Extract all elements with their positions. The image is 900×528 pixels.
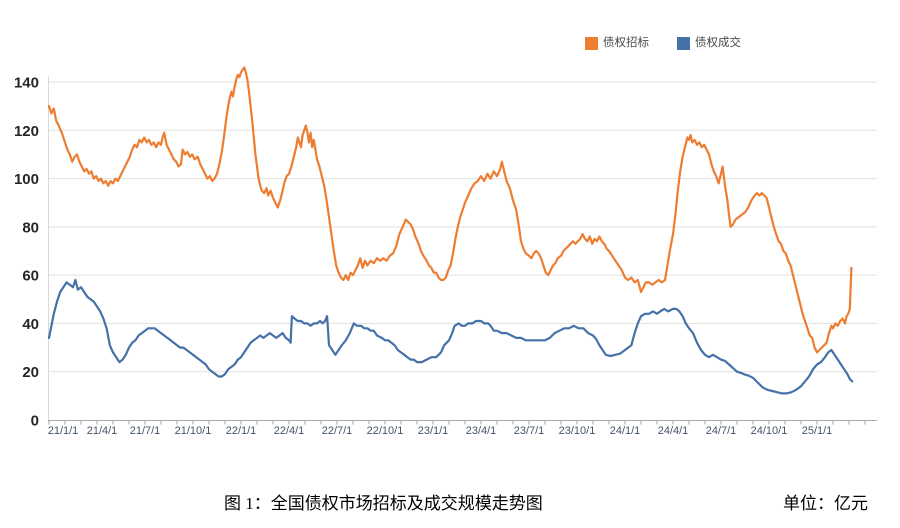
y-tick-label: 140 — [14, 75, 39, 92]
x-tick-label: 24/4/1 — [658, 425, 689, 437]
x-tick-label: 24/1/1 — [610, 425, 641, 437]
x-tick-label: 21/1/1 — [48, 425, 79, 437]
x-tick-label: 21/7/1 — [130, 425, 161, 437]
legend-label-deal: 债权成交 — [695, 37, 741, 49]
legend-item-tender: 债权招标 — [585, 37, 649, 50]
x-tick-label: 25/1/1 — [802, 425, 833, 437]
chart-canvas: 0 20 40 60 80 100 120 140 21/1/1 21/4/1 21/7/1 21/1… — [14, 66, 877, 437]
x-tick-label: 23/7/1 — [514, 425, 545, 437]
legend-swatch-deal-icon — [677, 37, 690, 50]
x-tick-label: 21/4/1 — [87, 425, 118, 437]
y-tick-label: 120 — [14, 123, 39, 140]
y-tick-label: 60 — [22, 268, 39, 285]
x-tick-label: 23/1/1 — [418, 425, 449, 437]
legend-label-tender: 债权招标 — [603, 37, 649, 49]
y-tick-label: 20 — [22, 364, 39, 381]
line-chart: 0 20 40 60 80 100 120 140 21/1/1 21/4/1 21/7/1 21/1… — [14, 37, 877, 437]
legend-item-deal: 债权成交 — [677, 37, 741, 50]
y-tick-label: 80 — [22, 219, 39, 236]
x-tick-label: 24/10/1 — [751, 425, 788, 437]
figure-caption: 图 1：全国债权市场招标及成交规模走势图 — [224, 494, 543, 513]
x-tick-label: 23/4/1 — [466, 425, 497, 437]
x-tick-label: 22/10/1 — [367, 425, 404, 437]
x-tick-label: 23/10/1 — [559, 425, 596, 437]
series-line-deal — [47, 278, 854, 395]
unit-label: 单位：亿元 — [783, 494, 868, 513]
y-tick-label: 100 — [14, 171, 39, 188]
x-tick-label: 21/10/1 — [175, 425, 212, 437]
y-tick-label: 40 — [22, 316, 39, 333]
caption-row: 图 1：全国债权市场招标及成交规模走势图 单位：亿元 — [0, 489, 900, 515]
series-line-tender — [47, 66, 853, 354]
x-tick-label: 22/1/1 — [226, 425, 257, 437]
x-tick-label: 22/4/1 — [274, 425, 305, 437]
y-tick-label: 0 — [31, 413, 39, 430]
legend-swatch-tender-icon — [585, 37, 598, 50]
chart-legend: 债权招标 债权成交 — [585, 37, 741, 50]
x-tick-label: 24/7/1 — [706, 425, 737, 437]
x-tick-label: 22/7/1 — [322, 425, 353, 437]
